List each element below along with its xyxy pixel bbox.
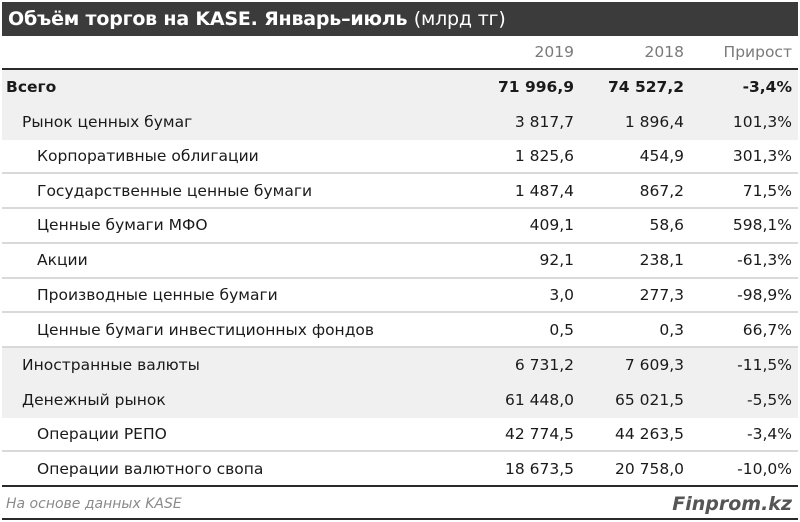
row-label: Корпоративные облигации — [37, 146, 259, 165]
row-label: Иностранные валюты — [22, 356, 200, 375]
table-row: Операции валютного свопа 18 673,5 20 758… — [2, 452, 798, 487]
source-note: На основе данных KASE — [6, 496, 182, 512]
table-row: Ценные бумаги инвестиционных фондов 0,5 … — [2, 313, 798, 348]
table-row: Государственные ценные бумаги 1 487,4 86… — [2, 174, 798, 209]
value-2018: 58,6 — [649, 216, 684, 235]
header-growth: Прирост — [723, 43, 792, 61]
table-row: Операции РЕПО 42 774,5 44 263,5 -3,4% — [2, 418, 798, 453]
brand-logo-text: Finprom.kz — [672, 493, 792, 515]
value-growth: 101,3% — [732, 113, 792, 132]
table-row-securities-market: Рынок ценных бумаг 3 817,7 1 896,4 101,3… — [2, 104, 798, 140]
value-2019: 92,1 — [539, 251, 574, 270]
value-2019: 3,0 — [549, 285, 574, 304]
value-2019: 1 487,4 — [514, 181, 574, 200]
row-label: Всего — [6, 78, 57, 97]
value-growth: -3,4% — [747, 424, 792, 443]
value-2019: 71 996,9 — [498, 78, 574, 97]
table-row-total: Всего 71 996,9 74 527,2 -3,4% — [2, 70, 798, 105]
value-2018: 238,1 — [639, 251, 684, 270]
value-2018: 454,9 — [639, 146, 684, 165]
table-row: Производные ценные бумаги 3,0 277,3 -98,… — [2, 279, 798, 314]
value-2018: 65 021,5 — [614, 391, 684, 410]
value-growth: 301,3% — [732, 146, 792, 165]
value-2019: 409,1 — [529, 216, 574, 235]
table-title: Объём торгов на KASE. Январь–июль (млрд … — [2, 2, 798, 36]
header-2019: 2019 — [534, 43, 574, 61]
value-2019: 3 817,7 — [514, 113, 574, 132]
value-growth: 598,1% — [732, 216, 792, 235]
row-label: Государственные ценные бумаги — [37, 181, 313, 200]
table-footer: На основе данных KASE Finprom.kz — [2, 490, 798, 520]
table-row: Акции 92,1 238,1 -61,3% — [2, 244, 798, 279]
value-2018: 277,3 — [639, 285, 684, 304]
value-2019: 0,5 — [549, 320, 574, 339]
value-growth: -11,5% — [737, 356, 792, 375]
row-label: Производные ценные бумаги — [37, 285, 278, 304]
value-2019: 61 448,0 — [504, 391, 574, 410]
table-header-row: 2019 2018 Прирост — [2, 36, 798, 70]
value-growth: -10,0% — [737, 459, 792, 478]
value-2018: 74 527,2 — [608, 78, 684, 97]
value-2019: 1 825,6 — [514, 146, 574, 165]
table-row: Ценные бумаги МФО 409,1 58,6 598,1% — [2, 209, 798, 244]
row-label: Ценные бумаги МФО — [37, 216, 208, 235]
table-row-foreign-currencies: Иностранные валюты 6 731,2 7 609,3 -11,5… — [2, 348, 798, 383]
title-unit: (млрд тг) — [413, 8, 506, 30]
value-growth: -61,3% — [737, 251, 792, 270]
value-growth: 66,7% — [742, 320, 792, 339]
row-label: Операции валютного свопа — [37, 459, 264, 478]
row-label: Рынок ценных бумаг — [22, 113, 193, 132]
value-2018: 44 263,5 — [614, 424, 684, 443]
value-growth: -98,9% — [737, 285, 792, 304]
trading-volume-table: 2019 2018 Прирост Всего 71 996,9 74 527,… — [2, 36, 798, 487]
table-row-money-market: Денежный рынок 61 448,0 65 021,5 -5,5% — [2, 382, 798, 418]
value-2019: 6 731,2 — [514, 356, 574, 375]
row-label: Акции — [37, 251, 88, 270]
table-row: Корпоративные облигации 1 825,6 454,9 30… — [2, 140, 798, 175]
value-2018: 20 758,0 — [614, 459, 684, 478]
value-2019: 42 774,5 — [504, 424, 574, 443]
row-label: Ценные бумаги инвестиционных фондов — [37, 320, 375, 339]
value-2018: 0,3 — [659, 320, 684, 339]
value-2018: 7 609,3 — [624, 356, 684, 375]
value-2018: 867,2 — [639, 181, 684, 200]
value-2019: 18 673,5 — [504, 459, 574, 478]
value-growth: -3,4% — [742, 78, 792, 97]
header-2018: 2018 — [644, 43, 684, 61]
title-main: Объём торгов на KASE. Январь–июль — [8, 8, 408, 30]
value-growth: -5,5% — [747, 391, 792, 410]
row-label: Денежный рынок — [22, 391, 166, 410]
value-growth: 71,5% — [742, 181, 792, 200]
row-label: Операции РЕПО — [37, 424, 167, 443]
value-2018: 1 896,4 — [624, 113, 684, 132]
